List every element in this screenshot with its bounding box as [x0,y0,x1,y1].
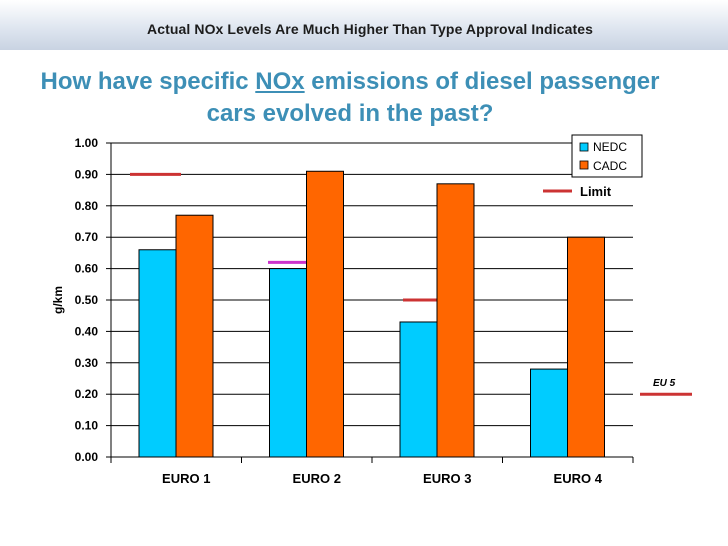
y-tick-label: 0.60 [75,262,99,276]
heading-part2: emissions of diesel passenger cars evolv… [206,68,660,127]
y-tick-label: 0.50 [75,293,99,307]
bar-nedc-euro-4 [530,368,568,458]
bar-nedc-euro-3 [399,321,438,458]
y-tick-label: 0.00 [75,450,99,464]
legend: NEDC CADC Limit [543,134,643,199]
banner-title: Actual NOx Levels Are Much Higher Than T… [146,21,593,37]
legend-box [571,134,643,178]
x-tick-label: EURO 2 [293,471,341,486]
legend-swatch-cadc [579,160,589,170]
x-tick-labels: EURO 1 EURO 2 EURO 3 EURO 4 [162,471,603,486]
x-tick-label: EURO 4 [554,471,603,486]
bar-cadc-euro-1 [175,214,214,458]
y-tick-label: 0.80 [75,199,99,213]
bar-cadc-euro-3 [436,183,475,458]
axes [110,143,634,463]
limit-lines [130,172,439,302]
heading-part1: How have specific [40,68,256,95]
bars [138,170,605,458]
x-tick-label: EURO 1 [162,471,210,486]
y-tick-label: 0.90 [75,167,99,181]
legend-label-limit: Limit [580,184,612,199]
eu5-label: EU 5 [653,378,676,389]
bar-nedc-euro-1 [138,249,177,458]
eu5-annotation: EU 5 [640,378,692,396]
bar-cadc-euro-2 [306,170,344,458]
bar-nedc-euro-2 [269,268,307,458]
y-tick-label: 1.00 [75,136,99,150]
chart-heading: How have specific NOx emissions of diese… [30,66,670,130]
legend-swatch-nedc [579,142,589,152]
y-tick-label: 0.20 [75,387,99,401]
y-tick-labels: 0.00 0.10 0.20 0.30 0.40 0.50 0.60 0.70 0.80 0.90… [75,136,99,464]
heading-emphasis: NOx [255,68,305,95]
y-tick-label: 0.40 [75,324,99,338]
y-tick-label: 0.70 [75,230,99,244]
title-banner: Actual NOx Levels Are Much Higher Than T… [0,0,728,50]
y-axis-label: g/km [51,286,65,314]
y-tick-label: 0.30 [75,356,99,370]
y-tick-label: 0.10 [75,419,99,433]
x-tick-label: EURO 3 [423,471,471,486]
legend-label-cadc: CADC [593,159,627,173]
bar-cadc-euro-4 [567,236,605,458]
legend-label-nedc: NEDC [593,140,627,154]
